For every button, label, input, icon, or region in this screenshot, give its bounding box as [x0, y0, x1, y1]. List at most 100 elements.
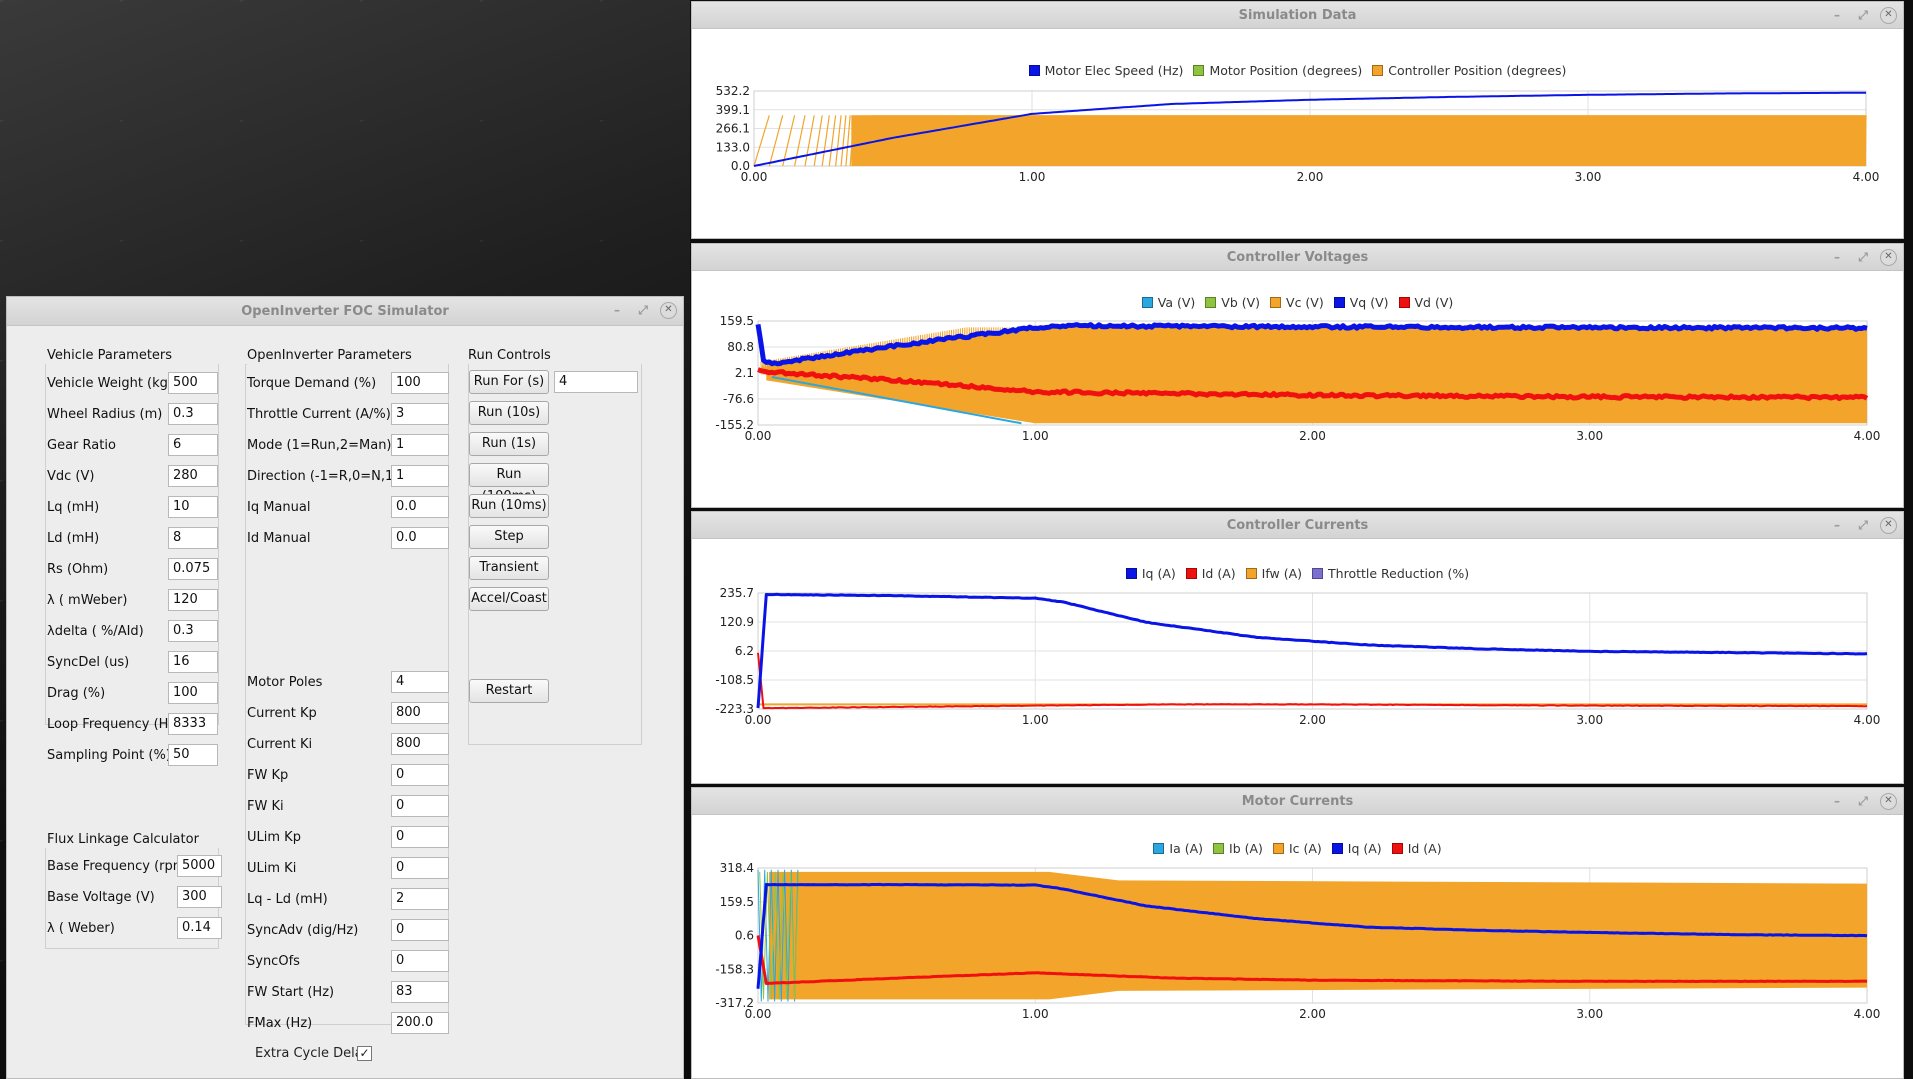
legend-item-motor-elec-speed-hz[interactable]: Motor Elec Speed (Hz) [1028, 63, 1184, 78]
id-series [757, 652, 1868, 710]
minimize-icon[interactable]: – [1834, 518, 1840, 532]
legend-item-motor-position-degrees[interactable]: Motor Position (degrees) [1193, 63, 1362, 78]
param-input-id-manual[interactable]: 0.0 [391, 527, 449, 549]
extra-cycle-checkbox[interactable]: ✓ [357, 1046, 372, 1061]
param-input-delta-aid[interactable]: 0.3 [168, 620, 218, 642]
maximize-icon[interactable]: ⤢ [1858, 518, 1868, 532]
legend-label: Motor Elec Speed (Hz) [1044, 63, 1184, 78]
run-button-run-10ms[interactable]: Run (10ms) [469, 494, 549, 518]
param-input-loop-frequency-hz[interactable]: 8333 [168, 713, 218, 735]
param-row-current-ki: Current Ki [247, 732, 312, 756]
run-button-run-10s[interactable]: Run (10s) [469, 401, 549, 425]
param-label: Vdc (V) [47, 468, 95, 484]
param-input-ld-mh[interactable]: 8 [168, 527, 218, 549]
param-input-iq-manual[interactable]: 0.0 [391, 496, 449, 518]
legend-item-id-a[interactable]: Id (A) [1391, 841, 1442, 856]
param-input-vehicle-weight-kg[interactable]: 500 [168, 372, 218, 394]
param-input-fw-ki[interactable]: 0 [391, 795, 449, 817]
param-input-sampling-point[interactable]: 50 [168, 744, 218, 766]
param-input-mode-1-run-2-man[interactable]: 1 [391, 434, 449, 456]
legend-item-vc-v[interactable]: Vc (V) [1270, 295, 1324, 310]
legend-label: Controller Position (degrees) [1388, 63, 1567, 78]
legend-item-va-v[interactable]: Va (V) [1141, 295, 1195, 310]
legend-swatch [1028, 65, 1040, 76]
legend-item-throttle-reduction[interactable]: Throttle Reduction (%) [1312, 566, 1469, 581]
close-icon[interactable]: ✕ [1880, 248, 1897, 266]
param-label: SyncDel (us) [47, 654, 130, 670]
run-for-input[interactable]: 4 [554, 371, 638, 393]
minimize-icon[interactable]: – [1834, 250, 1840, 264]
param-input-lq-ld-mh[interactable]: 2 [391, 888, 449, 910]
run-button-accel-coast[interactable]: Accel/Coast [469, 587, 549, 611]
x-tick-label: 3.00 [1576, 429, 1603, 443]
maximize-icon[interactable]: ⤢ [1858, 794, 1868, 808]
param-input-drag[interactable]: 100 [168, 682, 218, 704]
param-input-fw-kp[interactable]: 0 [391, 764, 449, 786]
param-input-rs-ohm[interactable]: 0.075 [168, 558, 218, 580]
legend-item-ia-a[interactable]: Ia (A) [1153, 841, 1203, 856]
minimize-icon[interactable]: – [1834, 8, 1840, 22]
legend-swatch [1372, 65, 1384, 76]
param-input-syncofs[interactable]: 0 [391, 950, 449, 972]
param-input-motor-poles[interactable]: 4 [391, 671, 449, 693]
param-row-wheel-radius-m: Wheel Radius (m) [47, 402, 162, 426]
run-button-transient[interactable]: Transient [469, 556, 549, 580]
param-input-mweber[interactable]: 120 [168, 589, 218, 611]
param-input-current-kp[interactable]: 800 [391, 702, 449, 724]
legend-item-ib-a[interactable]: Ib (A) [1213, 841, 1263, 856]
param-input-base-frequency-rpm[interactable]: 5000 [177, 855, 222, 877]
param-input-torque-demand[interactable]: 100 [391, 372, 449, 394]
param-input-base-voltage-v[interactable]: 300 [177, 886, 222, 908]
legend-item-controller-position-degrees[interactable]: Controller Position (degrees) [1372, 63, 1566, 78]
legend-item-vd-v[interactable]: Vd (V) [1398, 295, 1453, 310]
param-input-syncadv-dig-hz[interactable]: 0 [391, 919, 449, 941]
close-icon[interactable]: ✕ [1880, 516, 1897, 534]
param-input-throttle-current-a[interactable]: 3 [391, 403, 449, 425]
param-label: Gear Ratio [47, 437, 116, 453]
param-input-current-ki[interactable]: 800 [391, 733, 449, 755]
close-icon[interactable]: ✕ [1880, 6, 1897, 24]
minimize-icon[interactable]: – [614, 303, 620, 317]
ic-envelope [769, 871, 1867, 1000]
minimize-icon[interactable]: – [1834, 794, 1840, 808]
legend-item-ifw-a[interactable]: Ifw (A) [1245, 566, 1302, 581]
legend-label: Ib (A) [1229, 841, 1263, 856]
x-tick-label: 4.00 [1854, 1007, 1881, 1021]
legend-item-vb-v[interactable]: Vb (V) [1205, 295, 1260, 310]
param-input-gear-ratio[interactable]: 6 [168, 434, 218, 456]
legend-item-iq-a[interactable]: Iq (A) [1125, 566, 1176, 581]
x-tick-label: 0.00 [745, 429, 772, 443]
close-icon[interactable]: ✕ [1880, 792, 1897, 810]
maximize-icon[interactable]: ⤢ [638, 303, 648, 317]
param-input-fmax-hz[interactable]: 200.0 [391, 1012, 449, 1034]
legend-item-vq-v[interactable]: Vq (V) [1333, 295, 1389, 310]
y-tick-label: 0.0 [731, 159, 750, 173]
legend-item-id-a[interactable]: Id (A) [1185, 566, 1236, 581]
maximize-icon[interactable]: ⤢ [1858, 250, 1868, 264]
legend-item-iq-a[interactable]: Iq (A) [1331, 841, 1382, 856]
x-tick-label: 0.00 [745, 1007, 772, 1021]
legend-item-ic-a[interactable]: Ic (A) [1272, 841, 1322, 856]
x-tick-label: 1.00 [1022, 1007, 1049, 1021]
param-input-vdc-v[interactable]: 280 [168, 465, 218, 487]
param-input-syncdel-us[interactable]: 16 [168, 651, 218, 673]
y-tick-label: 318.4 [720, 861, 754, 875]
param-input-ulim-ki[interactable]: 0 [391, 857, 449, 879]
chart-window-title: Motor Currents [1241, 793, 1354, 809]
param-input-ulim-kp[interactable]: 0 [391, 826, 449, 848]
param-input-lq-mh[interactable]: 10 [168, 496, 218, 518]
param-input-wheel-radius-m[interactable]: 0.3 [168, 403, 218, 425]
param-input-direction-1-r-0-n-1-f[interactable]: 1 [391, 465, 449, 487]
param-input-weber[interactable]: 0.14 [177, 917, 222, 939]
run-button-step[interactable]: Step [469, 525, 549, 549]
restart-button[interactable]: Restart [469, 679, 549, 703]
run-button-run-1s[interactable]: Run (1s) [469, 432, 549, 456]
maximize-icon[interactable]: ⤢ [1858, 8, 1868, 22]
run-for-button[interactable]: Run For (s) [469, 370, 549, 394]
group-title: Flux Linkage Calculator [47, 832, 199, 847]
close-icon[interactable]: ✕ [660, 301, 677, 319]
param-input-fw-start-hz[interactable]: 83 [391, 981, 449, 1003]
chart-legend: Ia (A) Ib (A) Ic (A) Iq (A) Id (A) [692, 841, 1903, 856]
param-row-base-voltage-v: Base Voltage (V) [47, 885, 155, 909]
run-button-run-100ms[interactable]: Run (100ms) [469, 463, 549, 504]
